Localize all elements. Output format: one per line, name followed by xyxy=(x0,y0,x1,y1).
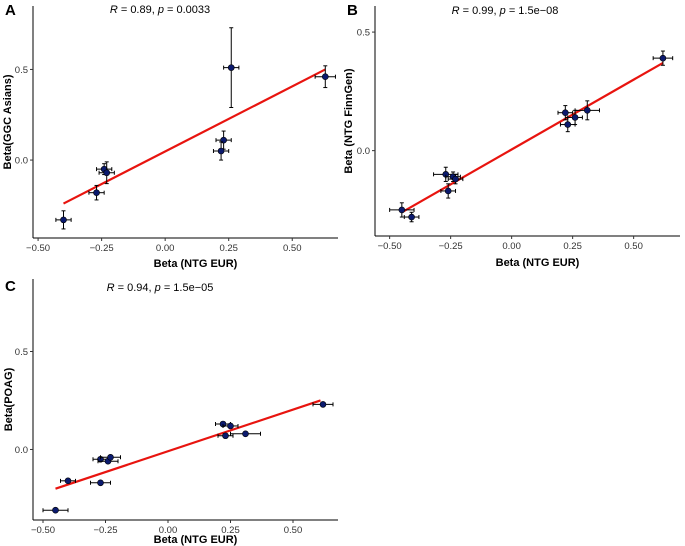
panel-a-x-axis-title: Beta (NTG EUR) xyxy=(154,258,238,270)
panel-c-point-marker xyxy=(222,432,229,440)
panel-b-x-tick-label: 0.25 xyxy=(563,241,582,252)
panel-a-r-value: = 0.89, xyxy=(118,4,158,16)
panel-b-point xyxy=(403,211,420,223)
panel-b-point-marker xyxy=(452,175,459,183)
panel-a-point xyxy=(212,141,230,161)
panel-c-x-tick-label: −0.25 xyxy=(93,525,117,536)
panel-c-point-marker xyxy=(97,479,104,487)
panel-c-stat-annotation: R = 0.94, p = 1.5e−05 xyxy=(107,282,214,294)
panel-c-x-tick-label: 0.00 xyxy=(159,525,178,536)
panel-a-point xyxy=(55,210,72,230)
panel-b-point-marker xyxy=(564,121,572,128)
panel-b-y-axis-title: Beta (NTG FinnGen) xyxy=(343,68,355,173)
panel-c-r-value: = 0.94, xyxy=(115,282,155,294)
panel-b-point xyxy=(567,109,583,126)
panel-a-letter: A xyxy=(5,2,16,19)
panel-c-point-marker xyxy=(64,477,72,485)
panel-c-y-tick-label: 0.5 xyxy=(15,347,28,358)
panel-b-point xyxy=(440,183,457,199)
panel-a-y-tick-label: 0.0 xyxy=(15,156,28,167)
panel-a: A R = 0.89, p = 0.0033 −0.50 −0.25 0.00 0.25 0… xyxy=(2,2,338,270)
panel-b: B R = 0.99, p = 1.5e−08 −0.50 −0.25 0.00 0.25… xyxy=(343,2,680,269)
panel-b-r-value: = 0.99, xyxy=(460,5,500,17)
panel-a-x-tick-label: 0.00 xyxy=(156,243,175,254)
panel-a-point xyxy=(314,65,336,89)
panel-a-p-label: p xyxy=(157,4,164,16)
panel-c-point-marker xyxy=(227,422,234,430)
panel-b-point-marker xyxy=(659,54,667,62)
panel-a-y-tick-label: 0.5 xyxy=(15,65,28,76)
panel-a-r-label: R xyxy=(110,4,118,16)
panel-a-point-marker xyxy=(227,64,235,71)
panel-a-p-value: = 0.0033 xyxy=(164,4,210,16)
panel-b-x-axis-title: Beta (NTG EUR) xyxy=(496,257,580,269)
panel-c-point xyxy=(90,479,111,487)
panel-c-point xyxy=(42,506,69,514)
panel-b-point-marker xyxy=(571,114,579,121)
panel-b-y-tick-label: 0.0 xyxy=(357,146,370,157)
panel-b-r-label: R xyxy=(452,5,460,17)
panel-a-point-marker xyxy=(93,189,100,196)
panel-c-point-marker xyxy=(242,430,249,438)
panel-c-p-label: p xyxy=(154,282,161,294)
panel-a-point-marker xyxy=(321,73,329,80)
panel-c-point-marker xyxy=(52,506,59,514)
panel-c: C R = 0.94, p = 1.5e−05 −0.50 −0.25 0.00 0.25… xyxy=(3,278,338,546)
panel-c-point xyxy=(312,401,334,408)
panel-c-letter: C xyxy=(5,278,16,295)
panel-b-point xyxy=(574,100,600,121)
panel-a-point xyxy=(88,184,105,201)
panel-c-point xyxy=(230,430,261,438)
panel-a-point-marker xyxy=(217,147,225,155)
panel-b-x-tick-label: 0.50 xyxy=(624,241,643,252)
panel-c-y-tick-label: 0.0 xyxy=(15,445,28,456)
panel-c-x-tick-label: 0.50 xyxy=(284,525,303,536)
panel-c-y-axis-title: Beta(POAG) xyxy=(3,367,15,431)
panel-c-point xyxy=(100,454,121,461)
panel-a-point xyxy=(98,161,115,185)
panel-c-x-tick-label: −0.50 xyxy=(31,525,55,536)
panel-a-regression-line xyxy=(62,68,326,205)
panel-c-regression-line xyxy=(55,399,321,490)
panel-a-y-axis-title: Beta(GGC Asians) xyxy=(2,74,14,169)
panel-b-x-tick-label: −0.50 xyxy=(378,241,402,252)
panel-b-x-tick-label: 0.00 xyxy=(502,241,521,252)
panel-b-regression-line xyxy=(401,61,664,214)
panel-b-point-marker xyxy=(562,109,569,117)
panel-c-point-marker xyxy=(107,454,114,461)
panel-b-p-label: p xyxy=(499,5,506,17)
panel-b-x-tick-label: −0.25 xyxy=(439,241,463,252)
panel-b-point-marker xyxy=(583,107,591,114)
panel-c-point-marker xyxy=(319,401,327,408)
panel-a-x-tick-label: 0.25 xyxy=(219,243,238,254)
panel-b-point-marker xyxy=(408,213,415,221)
panel-c-r-label: R xyxy=(107,282,115,294)
panel-c-point xyxy=(97,457,119,465)
panel-c-p-value: = 1.5e−05 xyxy=(161,282,214,294)
panel-b-point-marker xyxy=(444,187,452,195)
panel-a-x-tick-label: 0.50 xyxy=(283,243,302,254)
panel-a-stat-annotation: R = 0.89, p = 0.0033 xyxy=(110,4,210,16)
panel-b-point xyxy=(447,173,464,185)
panel-b-point xyxy=(652,50,674,66)
panel-c-x-tick-label: 0.25 xyxy=(221,525,240,536)
panel-b-point-marker xyxy=(398,206,406,214)
panel-b-point xyxy=(557,105,574,121)
panel-a-point-marker xyxy=(60,216,67,224)
panel-b-y-tick-label: 0.5 xyxy=(357,28,370,39)
panel-a-x-tick-label: −0.25 xyxy=(90,243,114,254)
panel-b-stat-annotation: R = 0.99, p = 1.5e−08 xyxy=(452,5,559,17)
panel-a-point xyxy=(215,130,232,150)
panel-b-p-value: = 1.5e−08 xyxy=(506,5,559,17)
panel-a-point-marker xyxy=(103,169,111,177)
panel-b-letter: B xyxy=(347,2,358,19)
panel-c-point xyxy=(60,477,76,485)
panel-c-x-axis-title: Beta (NTG EUR) xyxy=(154,534,238,546)
panel-b-point xyxy=(389,202,415,218)
panel-a-point xyxy=(223,27,240,108)
panel-c-point xyxy=(222,422,239,430)
panel-a-x-tick-label: −0.50 xyxy=(26,243,50,254)
